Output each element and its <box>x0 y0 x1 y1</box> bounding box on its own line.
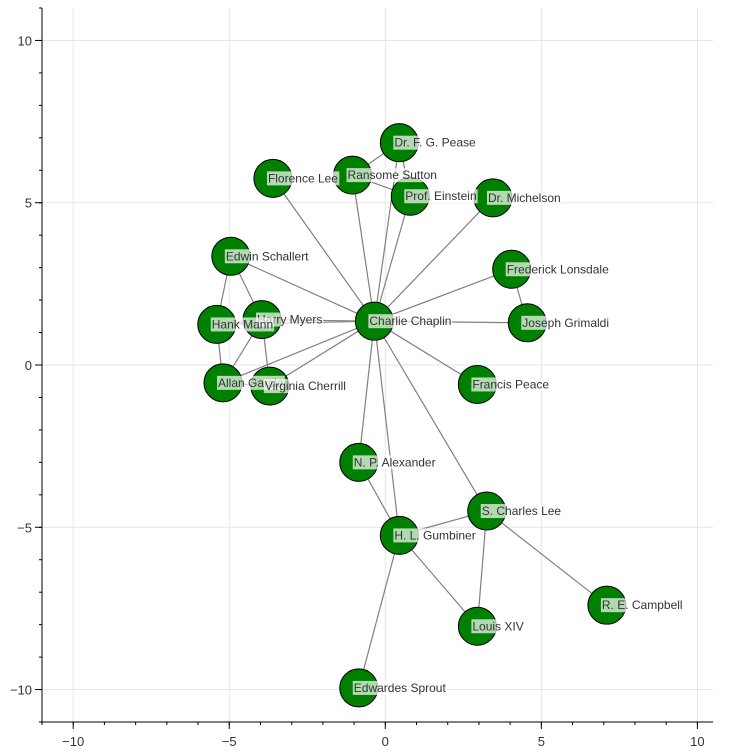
node-label-text: Louis XIV <box>472 619 523 633</box>
node-label-background <box>486 190 562 205</box>
node-label-charlie-chaplin: Charlie Chaplin <box>368 314 453 329</box>
edge-charlie-chaplin-virginia-cherrill <box>269 320 375 387</box>
node-label-background <box>521 315 611 330</box>
edge-charlie-chaplin-edwin-schallert <box>230 255 375 322</box>
node-label-background <box>368 314 453 329</box>
node-label-background <box>266 171 340 186</box>
node-label-text: Edwin Schallert <box>226 249 309 263</box>
node-label-virginia-cherrill: Virginia Cherrill <box>263 379 347 394</box>
node-label-louis-xiv: Louis XIV <box>471 619 525 634</box>
node-label-text: Ransome Sutton <box>348 168 437 182</box>
node-label-text: Hank Mann <box>212 317 273 331</box>
node-label-text: Florence Lee <box>268 171 338 185</box>
node-label-edwin-schallert: Edwin Schallert <box>224 249 311 264</box>
node-label-background <box>480 504 563 519</box>
node-label-dr-michelson: Dr. Michelson <box>486 190 562 205</box>
node-label-text: Dr. F. G. Pease <box>394 136 476 150</box>
node-label-background <box>393 135 478 150</box>
node-labels: Charlie Chaplin Dr. F. G. Pease Ransome Su… <box>210 135 684 695</box>
node-label-h-l-gumbiner: H. L. Gumbiner <box>393 528 477 543</box>
edge-charlie-chaplin-francis-peace <box>374 320 478 385</box>
node-label-florence-lee: Florence Lee <box>266 171 340 186</box>
node-label-text: R. E. Campbell <box>602 598 683 612</box>
node-label-hank-mann: Hank Mann <box>210 317 275 332</box>
node-label-prof-einstein: Prof. Einstein <box>404 189 478 204</box>
node-label-background <box>352 680 448 695</box>
edge-s-charles-lee-r-e-campbell <box>486 510 608 606</box>
node-label-dr-f-g-pease: Dr. F. G. Pease <box>393 135 478 150</box>
y-tick-label: 0 <box>25 358 32 373</box>
y-tick-label: 10 <box>18 33 32 48</box>
node-label-francis-peace: Francis Peace <box>471 377 551 392</box>
edge-charlie-chaplin-frederick-lonsdale <box>374 268 512 322</box>
node-label-background <box>404 189 478 204</box>
edge-charlie-chaplin-florence-lee <box>272 178 375 322</box>
node-label-n-p-alexander: N. P. Alexander <box>352 455 437 470</box>
x-tick-label: −10 <box>62 734 84 749</box>
edge-charlie-chaplin-prof-einstein <box>373 196 411 322</box>
edge-charlie-chaplin-n-p-alexander <box>358 321 375 463</box>
y-tick-label: −10 <box>10 683 32 698</box>
node-label-background <box>600 598 684 613</box>
node-label-edwardes-sprout: Edwardes Sprout <box>352 680 448 695</box>
edge-charlie-chaplin-s-charles-lee <box>373 320 488 512</box>
node-label-background <box>393 528 477 543</box>
node-label-s-charles-lee: S. Charles Lee <box>480 504 563 519</box>
node-label-background <box>471 619 525 634</box>
node-label-ransome-sutton: Ransome Sutton <box>346 168 438 183</box>
node-label-text: H. L. Gumbiner <box>394 528 475 542</box>
y-tick-label: 5 <box>25 196 32 211</box>
node-label-background <box>263 379 347 394</box>
node-label-text: Dr. Michelson <box>488 191 561 205</box>
node-label-text: S. Charles Lee <box>482 504 562 518</box>
edges <box>216 142 608 689</box>
y-tick-label: −5 <box>17 520 32 535</box>
edge-charlie-chaplin-ransome-sutton <box>351 175 375 322</box>
node-label-text: Joseph Grimaldi <box>522 316 609 330</box>
edge-charlie-chaplin-h-l-gumbiner <box>373 321 400 536</box>
node-label-text: Edwardes Sprout <box>354 681 447 695</box>
node-label-joseph-grimaldi: Joseph Grimaldi <box>521 315 611 330</box>
node-label-background <box>224 249 311 264</box>
nodes <box>197 123 627 708</box>
node-label-text: N. P. Alexander <box>354 455 436 469</box>
x-tick-label: 5 <box>538 734 545 749</box>
node-label-text: Virginia Cherrill <box>265 379 346 393</box>
node-label-text: Charlie Chaplin <box>369 314 451 328</box>
node-label-background <box>352 455 437 470</box>
node-label-background <box>210 317 275 332</box>
node-label-background <box>471 377 551 392</box>
node-label-frederick-lonsdale: Frederick Lonsdale <box>505 262 611 277</box>
x-tick-label: 0 <box>382 734 389 749</box>
axes: −10 −5 0 5 10 −10 −5 0 5 10 <box>10 7 713 749</box>
x-tick-label: −5 <box>222 734 237 749</box>
edge-h-l-gumbiner-edwardes-sprout <box>358 535 400 689</box>
node-label-text: Frederick Lonsdale <box>507 262 609 276</box>
node-label-background <box>346 168 438 183</box>
x-tick-label: 10 <box>690 734 704 749</box>
edge-charlie-chaplin-dr-michelson <box>373 197 494 322</box>
node-label-r-e-campbell: R. E. Campbell <box>600 598 684 613</box>
node-label-background <box>505 262 611 277</box>
edge-h-l-gumbiner-louis-xiv <box>398 534 478 627</box>
node-label-text: Prof. Einstein <box>405 189 476 203</box>
node-label-text: Francis Peace <box>472 377 549 391</box>
edge-charlie-chaplin-allan-garcia <box>222 320 375 384</box>
